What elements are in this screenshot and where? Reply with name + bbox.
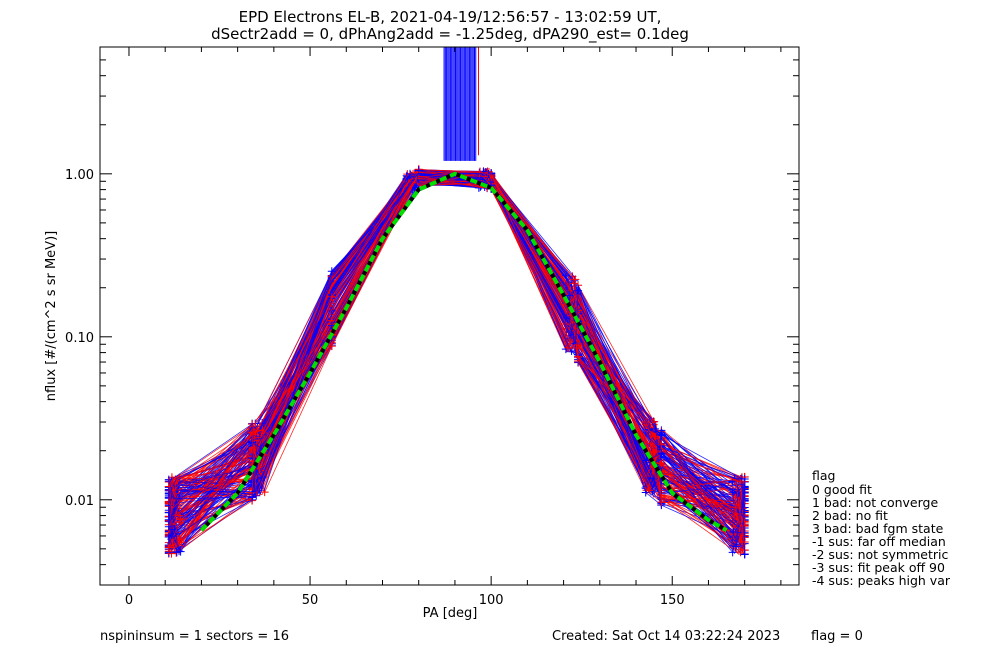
x-tick-label: 0: [125, 593, 133, 608]
profile-line: [168, 174, 745, 529]
footer-flag: flag = 0: [811, 629, 863, 644]
profile-curves: [164, 47, 749, 559]
data-marker: [164, 533, 173, 542]
chart-title: EPD Electrons EL-B, 2021-04-19/12:56:57 …: [239, 8, 662, 26]
data-marker: [737, 474, 746, 483]
data-marker: [411, 174, 420, 183]
y-tick-label: 0.10: [65, 331, 94, 346]
data-marker: [176, 515, 185, 524]
x-tick-label: 50: [302, 593, 319, 608]
data-marker: [574, 352, 583, 361]
data-marker: [164, 522, 173, 531]
chart-subtitle: dSectr2add = 0, dPhAng2add = -1.25deg, d…: [211, 25, 689, 44]
legend-entry: 0 good fit: [812, 482, 872, 497]
legend-entry: -4 sus: peaks high var: [812, 573, 951, 588]
data-marker: [172, 548, 181, 557]
data-marker: [327, 267, 336, 276]
data-marker: [327, 342, 336, 351]
profile-line: [168, 172, 746, 543]
fit-curve: [199, 171, 728, 533]
data-marker: [641, 488, 650, 497]
legend-entry: -2 sus: not symmetric: [812, 547, 948, 562]
data-marker: [740, 550, 749, 559]
data-marker: [569, 279, 578, 288]
data-marker: [657, 439, 666, 448]
data-marker: [414, 166, 423, 175]
x-tick-label: 100: [479, 593, 504, 608]
data-marker: [170, 525, 179, 534]
footer-sectors: nspininsum = 1 sectors = 16: [100, 629, 289, 644]
fit-curve-group: [199, 171, 728, 533]
data-marker: [574, 286, 583, 295]
y-tick-label: 0.01: [65, 494, 94, 509]
data-marker: [327, 292, 336, 301]
data-marker: [651, 424, 660, 433]
data-marker: [562, 313, 571, 322]
x-tick-label: 150: [660, 593, 685, 608]
data-marker: [571, 275, 580, 284]
legend-entry: -1 sus: far off median: [812, 534, 946, 549]
data-marker: [177, 538, 186, 547]
legend-entry: -3 sus: fit peak off 90: [812, 560, 945, 575]
footer-created: Created: Sat Oct 14 03:22:24 2023: [552, 629, 780, 644]
data-marker: [657, 430, 666, 439]
plot-frame: [99, 46, 800, 586]
profile-line: [168, 175, 746, 547]
data-marker: [164, 543, 173, 552]
data-marker: [657, 498, 666, 507]
x-axis-label: PA [deg]: [423, 606, 478, 621]
profile-line: [168, 171, 746, 545]
legend-entry: 2 bad: no fit: [812, 508, 888, 523]
axes-ticks: 0 50 100 150 0.01 0.10 1.00: [65, 47, 799, 608]
data-marker: [248, 438, 257, 447]
data-marker: [729, 527, 738, 536]
y-tick-label: 1.00: [65, 168, 94, 183]
legend-entry: 1 bad: not converge: [812, 495, 938, 510]
data-marker: [651, 432, 660, 441]
y-axis-label: nflux [#/(cm^2 s sr MeV)]: [44, 231, 59, 401]
legend-entry: 3 bad: bad fgm state: [812, 521, 944, 536]
data-marker: [649, 447, 658, 456]
data-marker: [176, 547, 185, 556]
legend-title: flag: [812, 468, 835, 483]
data-marker: [258, 418, 267, 427]
